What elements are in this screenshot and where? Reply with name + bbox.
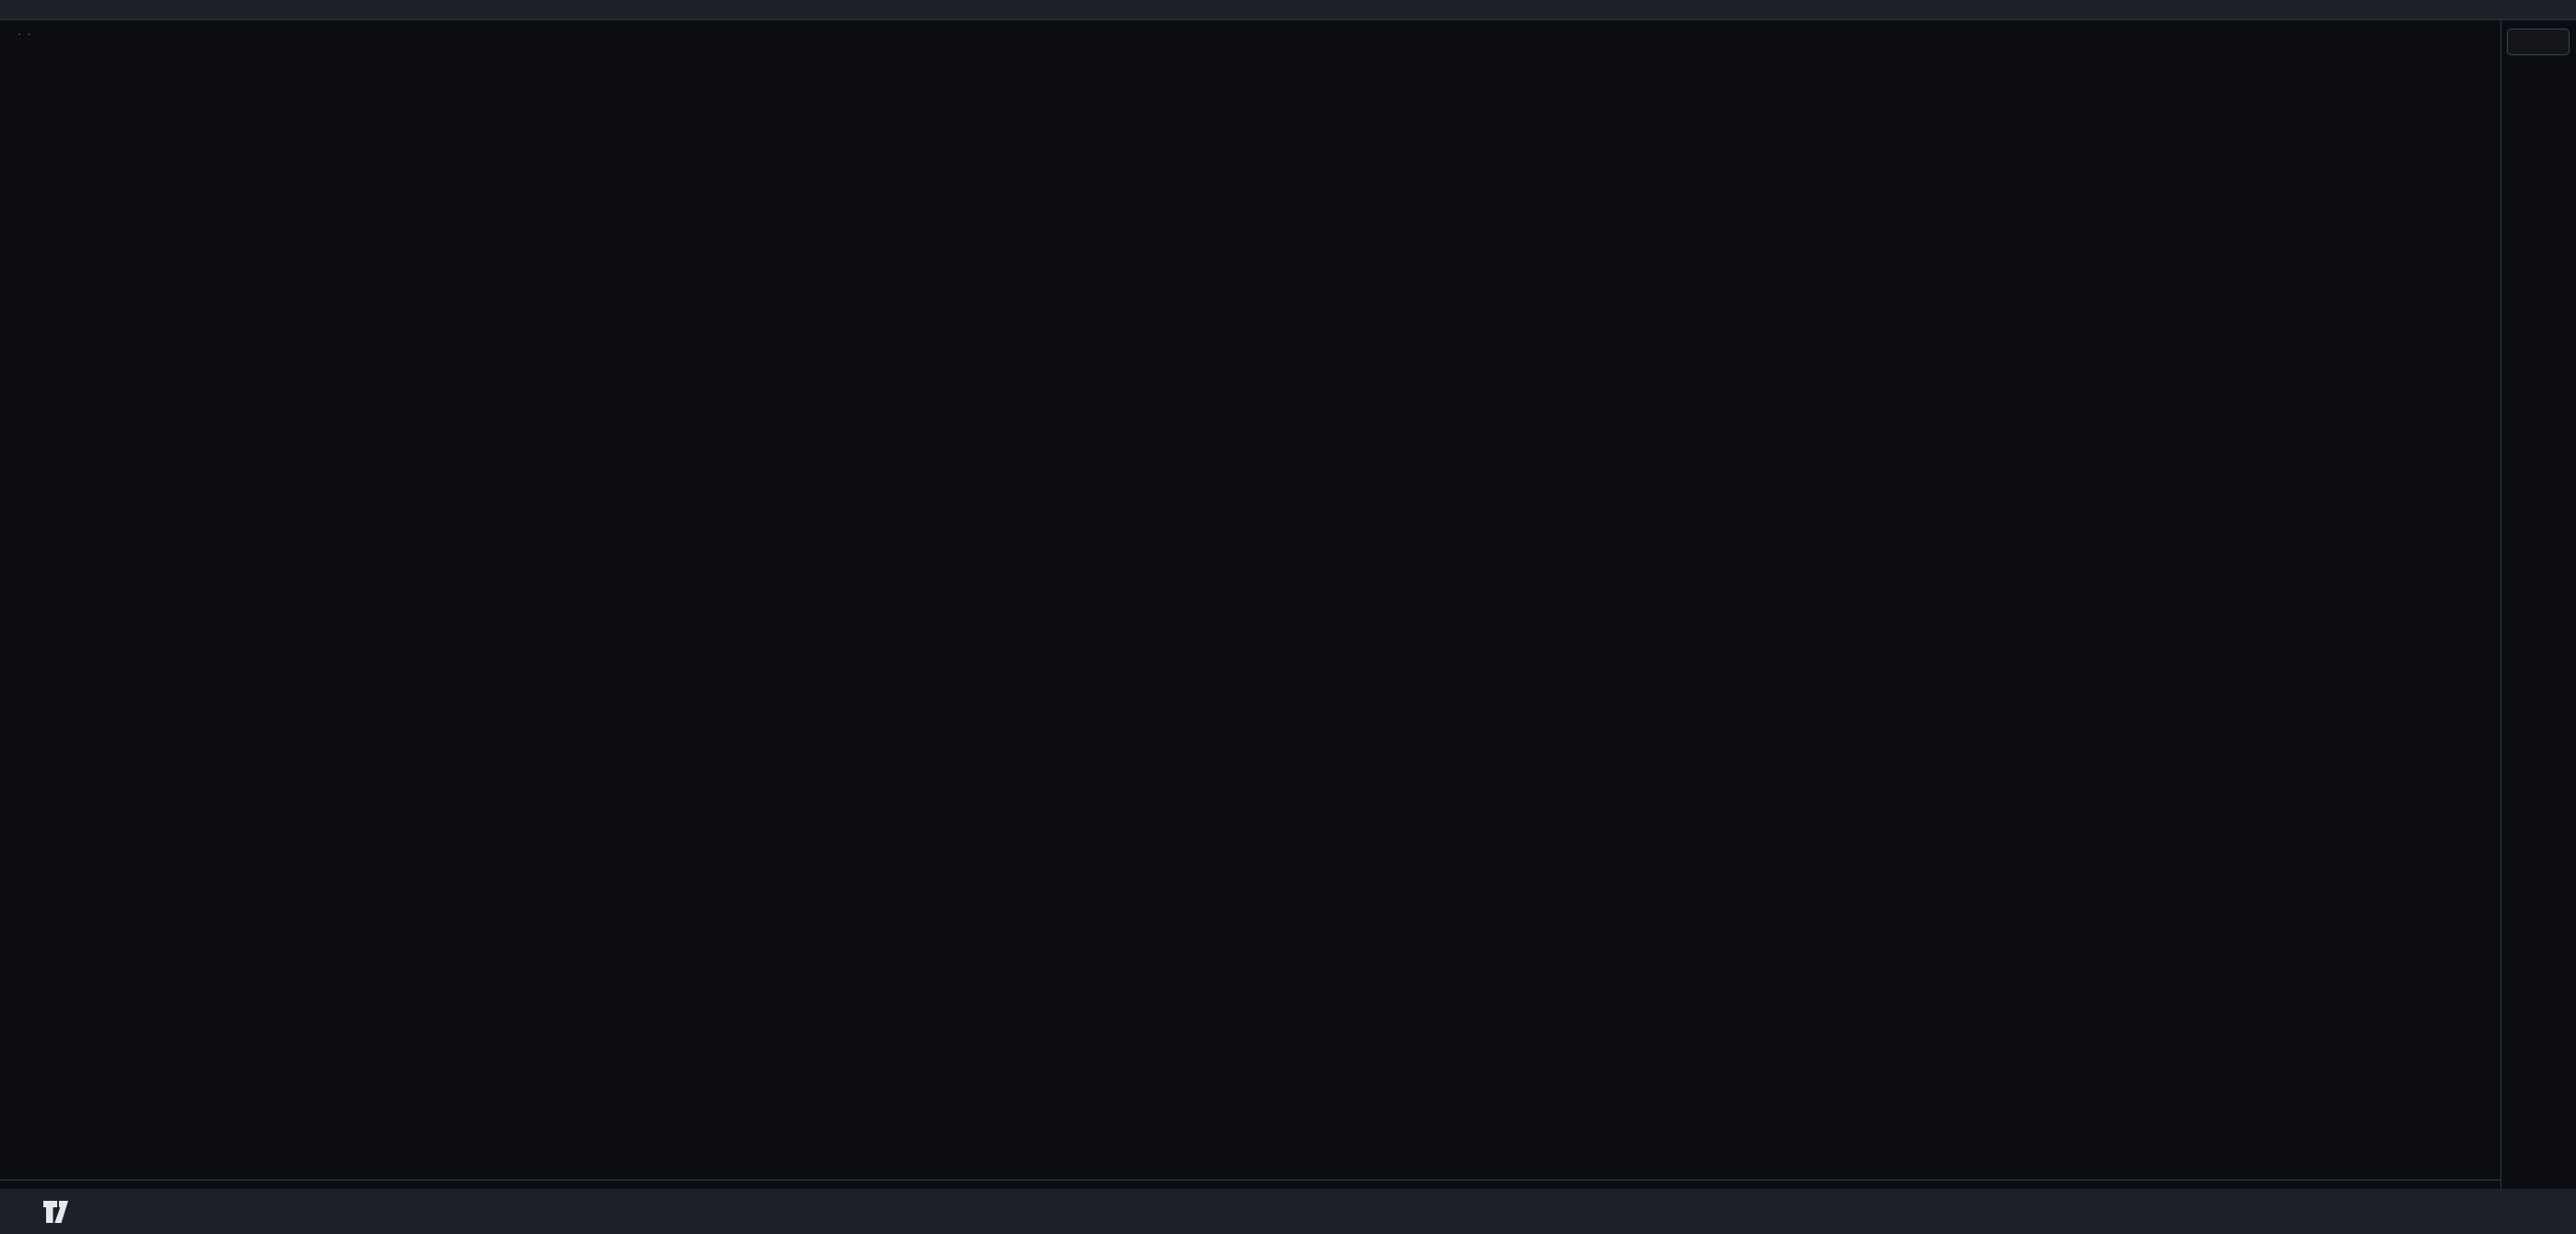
currency-toggle-button[interactable] <box>2507 29 2570 55</box>
vwap-low-flags <box>22 97 31 111</box>
footer-bar <box>0 1189 2576 1234</box>
symbol-legend-row[interactable]: · · <box>15 26 67 42</box>
volume-legend-row[interactable] <box>15 43 67 60</box>
open-key <box>34 27 41 41</box>
tradingview-logo-icon <box>43 1201 68 1223</box>
main-legend: · · <box>15 26 67 131</box>
sma200-legend-row[interactable] <box>15 78 67 95</box>
vwap-high-legend-row[interactable] <box>15 113 67 130</box>
main-chart[interactable] <box>0 20 2576 1189</box>
vwap-low-legend-row[interactable] <box>15 96 67 112</box>
change-value <box>60 27 67 41</box>
premium-legend[interactable] <box>15 1130 22 1147</box>
volume-value <box>15 44 22 58</box>
ao-value <box>15 974 22 988</box>
low-key <box>47 27 53 41</box>
premium-value <box>15 1131 22 1145</box>
rsi-flags <box>22 786 31 800</box>
close-key <box>53 27 60 41</box>
ao-legend[interactable] <box>15 973 22 991</box>
sma200-value <box>15 79 22 93</box>
vwap-high-flags <box>22 114 31 128</box>
vwap-low-value <box>15 97 22 111</box>
high-key <box>41 27 47 41</box>
attribution-bar <box>0 0 2576 20</box>
price-axis[interactable] <box>2500 20 2576 1189</box>
rsi-legend[interactable] <box>15 785 31 803</box>
sma360-legend-row[interactable] <box>15 61 67 77</box>
rsi-value <box>15 786 22 800</box>
sma360-value <box>15 62 22 76</box>
vwap-high-value <box>15 114 22 128</box>
